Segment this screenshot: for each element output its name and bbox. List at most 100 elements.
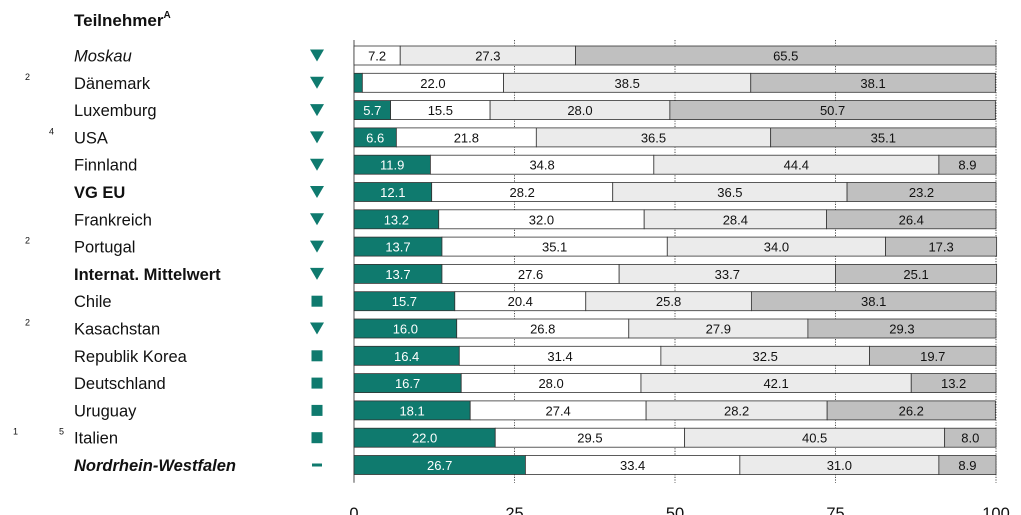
data-label: 26.8 [530, 322, 555, 337]
data-label: 23.2 [909, 185, 934, 200]
x-tick-label: 25 [505, 505, 523, 515]
data-label: 36.5 [717, 185, 742, 200]
data-label: 50.7 [820, 103, 845, 118]
data-label: 8.0 [961, 431, 979, 446]
data-label: 31.0 [827, 458, 852, 473]
data-label: 5.7 [363, 103, 381, 118]
data-label: 27.3 [475, 49, 500, 64]
x-axis: 0 25 50 75 100 [349, 505, 1009, 515]
row-label: Chile [74, 293, 112, 311]
bar-segment [575, 45, 997, 66]
trend-down-icon [310, 131, 324, 144]
x-tick-label: 75 [826, 505, 844, 515]
chart-row: Chile 15.7 20.4 25.8 38.1 [74, 291, 997, 311]
data-label: 6.6 [366, 130, 384, 145]
chart-row: VG EU 12.1 28.2 36.5 23.2 [74, 182, 997, 202]
chart-row: 2 Portugal 13.7 35.1 34.0 17.3 [25, 236, 998, 257]
chart-row: Nordrhein-Westfalen 26.7 33.4 31.0 8.9 [74, 455, 997, 475]
data-label: 12.1 [380, 185, 405, 200]
data-label: 28.2 [510, 185, 535, 200]
trend-down-icon [310, 213, 324, 226]
data-label: 13.2 [941, 376, 966, 391]
data-label: 15.7 [392, 294, 417, 309]
trend-dash-icon [312, 463, 322, 467]
data-label: 13.7 [385, 267, 410, 282]
chart-row: Internat. Mittelwert 13.7 27.6 33.7 25.1 [74, 263, 998, 284]
data-label: 13.2 [384, 212, 409, 227]
data-label: 18.1 [399, 403, 424, 418]
data-label: 27.4 [545, 403, 570, 418]
data-label: 28.0 [567, 103, 592, 118]
footnote-marker: 1 [13, 427, 18, 437]
data-label: 15.5 [428, 103, 453, 118]
trend-down-icon [310, 186, 324, 198]
x-tick-label: 50 [666, 505, 684, 515]
data-label: 22.0 [412, 431, 437, 446]
row-label: Portugal [74, 239, 135, 257]
row-label: Italien [74, 430, 118, 448]
row-label: Dänemark [74, 75, 151, 93]
chart-row: Moskau 7.2 27.3 65.5 [74, 45, 997, 66]
data-label: 25.1 [903, 267, 928, 282]
chart-title: TeilnehmerA [74, 10, 171, 30]
row-label: Internat. Mittelwert [74, 266, 221, 284]
data-label: 38.5 [615, 76, 640, 91]
bar-segment [910, 373, 997, 394]
chart-row: Uruguay 18.1 27.4 28.2 26.2 [74, 400, 996, 421]
data-label: 28.0 [538, 376, 563, 391]
row-label: USA [74, 129, 108, 147]
chart-title-superscript: A [163, 10, 170, 21]
data-label: 34.8 [529, 158, 554, 173]
data-label: 33.7 [715, 267, 740, 282]
data-label: 7.2 [368, 49, 386, 64]
bar-segment [826, 209, 997, 230]
trend-down-icon [310, 322, 324, 335]
data-label: 25.8 [656, 294, 681, 309]
row-label: Deutschland [74, 375, 166, 393]
data-label: 29.3 [889, 322, 914, 337]
data-label: 42.1 [763, 376, 788, 391]
data-label: 36.5 [641, 130, 666, 145]
bar-segment [885, 236, 998, 257]
bar-segment [770, 127, 997, 148]
chart-row: Luxemburg 5.7 15.5 28.0 50.7 [74, 100, 996, 120]
data-label: 38.1 [861, 294, 886, 309]
row-label: Republik Korea [74, 348, 188, 366]
chart-row: Finnland 11.9 34.8 44.4 8.9 [74, 154, 997, 175]
row-label: Nordrhein-Westfalen [74, 457, 236, 475]
data-label: 17.3 [928, 240, 953, 255]
data-label: 8.9 [958, 158, 976, 173]
data-label: 26.4 [899, 212, 924, 227]
chart-row: Frankreich 13.2 32.0 28.4 26.4 [74, 209, 997, 230]
data-label: 38.1 [860, 76, 885, 91]
data-label: 22.0 [420, 76, 445, 91]
chart-row: Republik Korea 16.4 31.4 32.5 19.7 [74, 345, 997, 366]
trend-square-icon [311, 295, 323, 307]
data-label: 16.0 [393, 322, 418, 337]
row-label: Finnland [74, 157, 137, 175]
data-label: 31.4 [547, 349, 572, 364]
data-label: 28.4 [723, 212, 748, 227]
data-label: 13.7 [385, 240, 410, 255]
chart-row: 4 USA 6.6 21.8 36.5 35.1 [49, 126, 997, 148]
trend-square-icon [311, 404, 323, 416]
trend-down-icon [310, 267, 324, 280]
bar-segment [807, 318, 997, 339]
trend-square-icon [311, 350, 323, 362]
data-label: 26.2 [899, 403, 924, 418]
row-label: Frankreich [74, 211, 152, 229]
footnote-marker: 5 [59, 427, 64, 437]
data-label: 21.8 [454, 130, 479, 145]
data-label: 11.9 [380, 158, 404, 173]
chart-row: 2 Dänemark 22.0 38.5 38.1 [25, 72, 996, 93]
bar-segment [669, 100, 996, 120]
chart-rows: Moskau 7.2 27.3 65.5 2 Dänemark 22.0 38.5 38.1 Lu… [13, 45, 998, 475]
bar-segment [353, 72, 363, 93]
bar-segment [826, 400, 996, 421]
data-label: 20.4 [508, 294, 533, 309]
data-label: 32.0 [529, 212, 554, 227]
data-label: 65.5 [773, 49, 798, 64]
data-label: 27.6 [518, 267, 543, 282]
x-tick-label: 0 [349, 505, 358, 515]
